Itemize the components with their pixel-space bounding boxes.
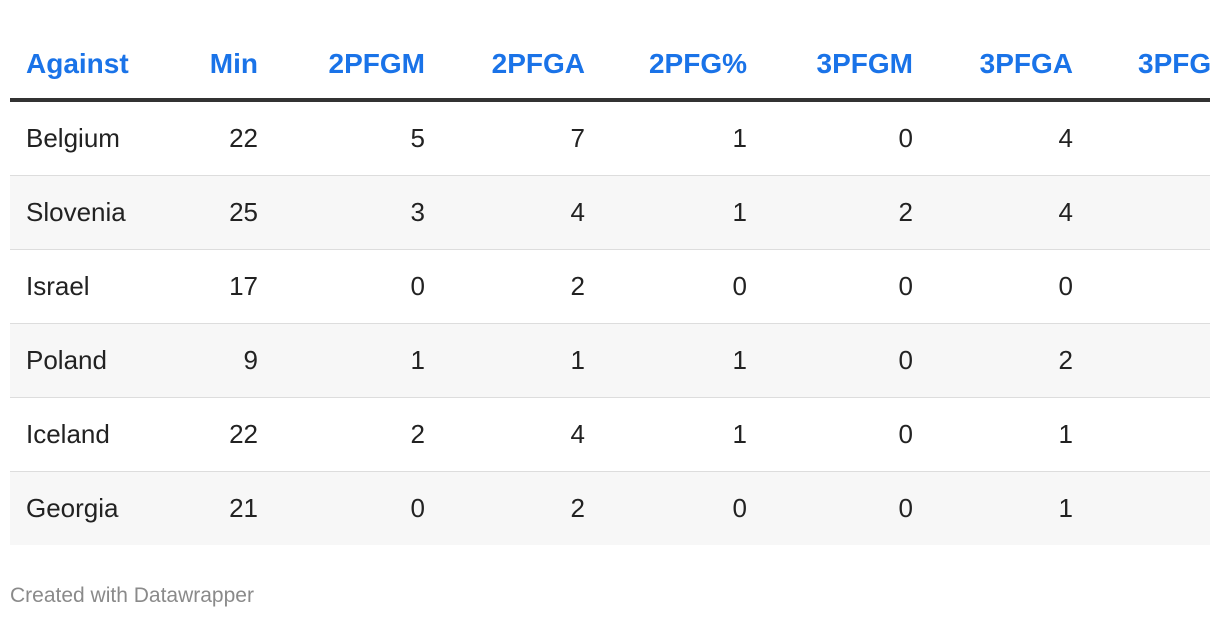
cell-2pfga: 2 bbox=[425, 249, 585, 324]
cell-min: 9 bbox=[160, 323, 258, 398]
cell-3pfgm: 0 bbox=[747, 323, 913, 398]
column-header-2pfgm[interactable]: 2PFGM bbox=[258, 30, 425, 102]
cell-3pfga: 2 bbox=[913, 323, 1073, 398]
table-row: Poland 9 1 1 1 0 2 bbox=[10, 323, 1210, 398]
column-header-2pfg-pct[interactable]: 2PFG% bbox=[585, 30, 747, 102]
table-row: Georgia 21 0 2 0 0 1 bbox=[10, 471, 1210, 545]
table-row: Slovenia 25 3 4 1 2 4 bbox=[10, 175, 1210, 250]
cell-2pfg-pct: 1 bbox=[585, 100, 747, 176]
cell-min: 21 bbox=[160, 471, 258, 545]
cell-against: Slovenia bbox=[10, 175, 160, 250]
cell-3pfga: 1 bbox=[913, 397, 1073, 472]
cell-3pfgm: 0 bbox=[747, 471, 913, 545]
cell-2pfga: 7 bbox=[425, 100, 585, 176]
cell-2pfg-pct: 1 bbox=[585, 397, 747, 472]
cell-min: 22 bbox=[160, 100, 258, 176]
table-row: Israel 17 0 2 0 0 0 bbox=[10, 249, 1210, 324]
column-header-min[interactable]: Min bbox=[160, 30, 258, 102]
cell-2pfgm: 1 bbox=[258, 323, 425, 398]
cell-against: Belgium bbox=[10, 100, 160, 176]
cell-2pfga: 2 bbox=[425, 471, 585, 545]
cell-min: 25 bbox=[160, 175, 258, 250]
cell-against: Iceland bbox=[10, 397, 160, 472]
cell-3pfg-pct bbox=[1073, 323, 1210, 398]
cell-2pfg-pct: 0 bbox=[585, 471, 747, 545]
cell-3pfgm: 0 bbox=[747, 249, 913, 324]
cell-3pfga: 1 bbox=[913, 471, 1073, 545]
cell-3pfg-pct bbox=[1073, 397, 1210, 472]
column-header-against[interactable]: Against bbox=[10, 30, 160, 102]
cell-3pfg-pct bbox=[1073, 249, 1210, 324]
cell-2pfga: 1 bbox=[425, 323, 585, 398]
cell-3pfgm: 2 bbox=[747, 175, 913, 250]
cell-2pfgm: 3 bbox=[258, 175, 425, 250]
cell-3pfga: 0 bbox=[913, 249, 1073, 324]
cell-min: 17 bbox=[160, 249, 258, 324]
table-row: Iceland 22 2 4 1 0 1 bbox=[10, 397, 1210, 472]
cell-2pfga: 4 bbox=[425, 397, 585, 472]
stats-table: Against Min 2PFGM 2PFGA 2PFG% 3PFGM 3PFG… bbox=[10, 30, 1210, 545]
cell-against: Israel bbox=[10, 249, 160, 324]
cell-3pfg-pct bbox=[1073, 175, 1210, 250]
cell-2pfg-pct: 0 bbox=[585, 249, 747, 324]
column-header-3pfgm[interactable]: 3PFGM bbox=[747, 30, 913, 102]
cell-3pfg-pct bbox=[1073, 471, 1210, 545]
cell-2pfgm: 5 bbox=[258, 100, 425, 176]
cell-2pfg-pct: 1 bbox=[585, 323, 747, 398]
column-header-3pfga[interactable]: 3PFGA bbox=[913, 30, 1073, 102]
datawrapper-credit[interactable]: Created with Datawrapper bbox=[10, 584, 254, 607]
cell-3pfga: 4 bbox=[913, 175, 1073, 250]
header-row: Against Min 2PFGM 2PFGA 2PFG% 3PFGM 3PFG… bbox=[10, 30, 1210, 102]
cell-2pfgm: 2 bbox=[258, 397, 425, 472]
cell-against: Georgia bbox=[10, 471, 160, 545]
column-header-3pfg-pct[interactable]: 3PFG% bbox=[1073, 30, 1210, 102]
cell-3pfgm: 0 bbox=[747, 397, 913, 472]
cell-3pfga: 4 bbox=[913, 100, 1073, 176]
cell-3pfgm: 0 bbox=[747, 100, 913, 176]
table-row: Belgium 22 5 7 1 0 4 bbox=[10, 100, 1210, 176]
cell-2pfgm: 0 bbox=[258, 249, 425, 324]
cell-2pfg-pct: 1 bbox=[585, 175, 747, 250]
cell-2pfga: 4 bbox=[425, 175, 585, 250]
stats-table-container: Against Min 2PFGM 2PFGA 2PFG% 3PFGM 3PFG… bbox=[10, 30, 1210, 545]
column-header-2pfga[interactable]: 2PFGA bbox=[425, 30, 585, 102]
cell-min: 22 bbox=[160, 397, 258, 472]
cell-2pfgm: 0 bbox=[258, 471, 425, 545]
cell-3pfg-pct bbox=[1073, 100, 1210, 176]
cell-against: Poland bbox=[10, 323, 160, 398]
